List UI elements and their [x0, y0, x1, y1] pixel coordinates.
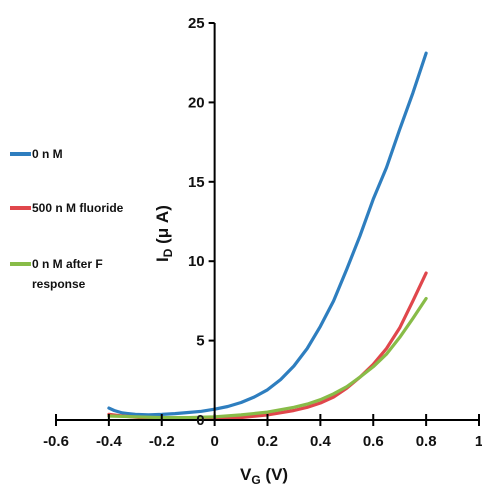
x-tick-label: -0.4: [96, 433, 123, 450]
legend-label: 0 n M: [32, 147, 63, 161]
legend-item-3: 0 n M after F response: [10, 257, 103, 291]
x-tick-label: -0.2: [149, 433, 175, 450]
legend-label: response: [32, 277, 86, 291]
y-axis-title: ID (μ A): [153, 205, 175, 262]
axes-layer: [55, 22, 480, 426]
y-tick-label: 25: [188, 15, 205, 32]
legend: 0 n M 500 n M fluoride 0 n M after F respon…: [10, 147, 124, 291]
x-tick-label: -0.6: [43, 433, 69, 450]
y-tick-label: 10: [188, 253, 205, 270]
series-line-1: [107, 51, 428, 417]
legend-label: 0 n M after F: [32, 257, 103, 271]
x-tick-label: 0.2: [257, 433, 278, 450]
y-tick-label: 5: [196, 333, 204, 350]
series-layer: [107, 51, 428, 421]
legend-item-1: 0 n M: [10, 147, 63, 161]
x-tick-label: 0: [210, 433, 218, 450]
series-line-3: [107, 296, 428, 420]
series-line-2: [107, 271, 428, 421]
y-tick-label: 0: [196, 412, 204, 429]
x-tick-label: 0.8: [416, 433, 437, 450]
legend-label: 500 n M fluoride: [32, 201, 124, 215]
x-axis-title: VG (V): [240, 465, 288, 487]
x-tick-label: 0.6: [363, 433, 384, 450]
x-tick-label: 1: [475, 433, 482, 450]
x-tick-label: 0.4: [310, 433, 332, 450]
legend-item-2: 500 n M fluoride: [10, 201, 124, 215]
y-tick-label: 15: [188, 174, 205, 191]
y-tick-label: 20: [188, 94, 205, 111]
